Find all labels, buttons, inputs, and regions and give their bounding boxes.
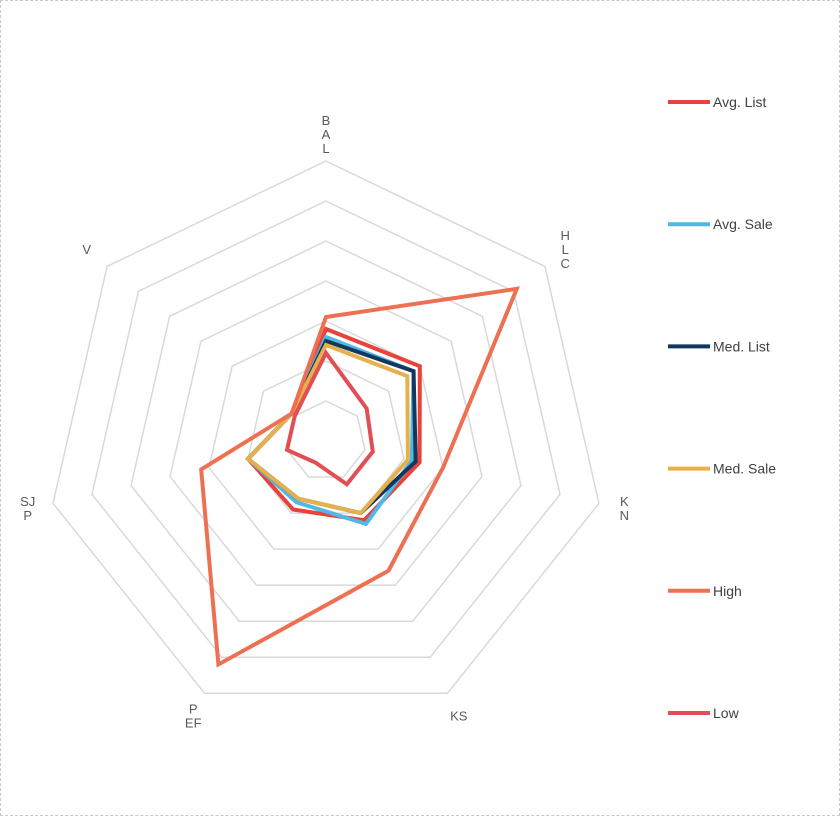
legend-label-med-sale: Med. Sale [713,461,776,477]
legend-label-high: High [713,583,742,599]
series-group [199,286,520,668]
radar-grid [52,160,600,695]
axis-label-pef: P EF [185,702,202,731]
series-low [284,349,375,487]
grid-ring-7 [52,160,600,695]
legend-label-low: Low [713,705,740,721]
axis-label-sjp: SJ P [20,494,35,523]
legend-label-avg-sale: Avg. Sale [713,216,773,232]
series-high [199,286,520,668]
grid-ring-4 [169,280,483,586]
grid-ring-3 [208,320,444,550]
axis-labels: B A L H L C K N KS P EF SJ P V [20,113,629,731]
axis-label-v: V [82,242,91,257]
legend-label-med-list: Med. List [713,338,770,354]
series-med-sale [245,342,410,516]
grid-ring-5 [130,240,522,622]
legend-label-avg-list: Avg. List [713,94,767,110]
legend: Avg. List Avg. Sale Med. List Med. Sale High… [668,94,776,721]
axis-label-ks: KS [450,709,468,724]
grid-ring-6 [91,200,561,658]
